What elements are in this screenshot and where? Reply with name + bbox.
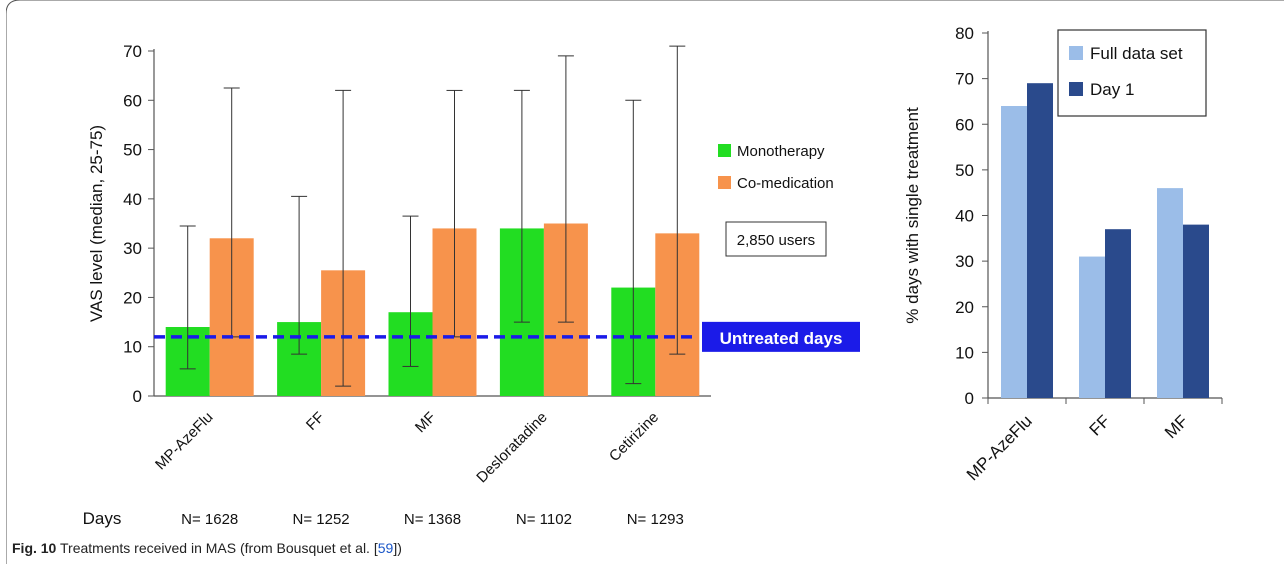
caption-label: Fig. 10 [12,540,57,556]
x-tick-label-ff: FF [303,409,328,434]
untreated-days-label: Untreated days [720,329,843,348]
n-label-mf: N= 1368 [404,511,461,528]
x-tick-label-mf: MF [412,409,439,436]
legend-label-co-medication: Co-medication [737,175,834,192]
y-tick-label-2: 30 [955,252,974,271]
n-label-mp-azeflu: N= 1628 [181,511,238,528]
untreated-days-badge [702,321,860,352]
bar2-day-1-ff [1105,229,1131,398]
figure-caption: Fig. 10 Treatments received in MAS (from… [12,540,402,556]
legend2-label-day-1: Day 1 [1090,80,1134,99]
legend2-swatch-day-1 [1069,82,1083,96]
n-label-ff: N= 1252 [293,511,350,528]
y-axis-title-2: % days with single treatment [903,107,922,324]
caption-text-end: ]) [393,540,402,556]
chart-vas-level: 0 10 20 30 40 50 60 70 VAS level (median, 25-75)… [83,42,860,528]
legend-swatch-co-medication [718,176,731,189]
x-tick-label-2-ff: FF [1086,411,1114,439]
y-tick-label-2: 40 [955,207,974,226]
y-axis-title: VAS level (median, 25-75) [87,125,106,322]
n-label-cetirizine: N= 1293 [627,511,684,528]
legend-box-2 [1057,29,1207,117]
bar2-full-data-set-mf [1157,188,1183,398]
days-row-label: Days [83,509,122,528]
y-tick-label: 50 [123,141,142,160]
legend-swatch-monotherapy [718,144,731,157]
bar2-full-data-set-ff [1079,256,1105,398]
y-tick-label-2: 50 [955,161,974,180]
y-tick-label: 10 [123,338,142,357]
legend2-swatch-full-data-set [1069,46,1083,60]
legend2-label-full-data-set: Full data set [1090,44,1183,63]
bar2-day-1-mf [1183,224,1209,398]
n-label-desloratadine: N= 1102 [516,511,572,528]
y-tick-label-2: 20 [955,298,974,317]
y-tick-label: 0 [133,387,142,406]
y-tick-label: 60 [123,91,142,110]
chart-single-treatment: 0 10 20 30 40 50 60 70 80 % days with single trea… [903,24,1223,484]
figure-frame: 0 10 20 30 40 50 60 70 VAS level (median, 25-75)… [6,0,1284,564]
x-tick-label-2-mp-azeflu: MP-AzeFlu [963,411,1036,484]
users-annotation-text: 2,850 users [737,232,815,249]
x-tick-label-2-mf: MF [1161,411,1192,442]
bar2-full-data-set-mp-azeflu [1001,106,1027,398]
y-tick-label: 20 [123,288,142,307]
users-annotation-box [725,221,827,257]
y-tick-label-2: 60 [955,115,974,134]
y-tick-label: 70 [123,42,142,61]
bar2-day-1-mp-azeflu [1027,83,1053,398]
caption-text: Treatments received in MAS (from Bousque… [60,540,378,556]
y-tick-label-2: 0 [965,389,974,408]
y-tick-label-2: 70 [955,70,974,89]
y-tick-label: 30 [123,239,142,258]
y-tick-label-2: 10 [955,343,974,362]
x-tick-label-cetirizine: Cetirizine [606,409,662,465]
x-tick-label-desloratadine: Desloratadine [473,409,550,486]
caption-reference-link[interactable]: 59 [377,540,394,556]
x-tick-label-mp-azeflu: MP-AzeFlu [152,409,216,473]
y-tick-label: 40 [123,190,142,209]
y-tick-label-2: 80 [955,24,974,43]
legend-label-monotherapy: Monotherapy [737,143,825,160]
